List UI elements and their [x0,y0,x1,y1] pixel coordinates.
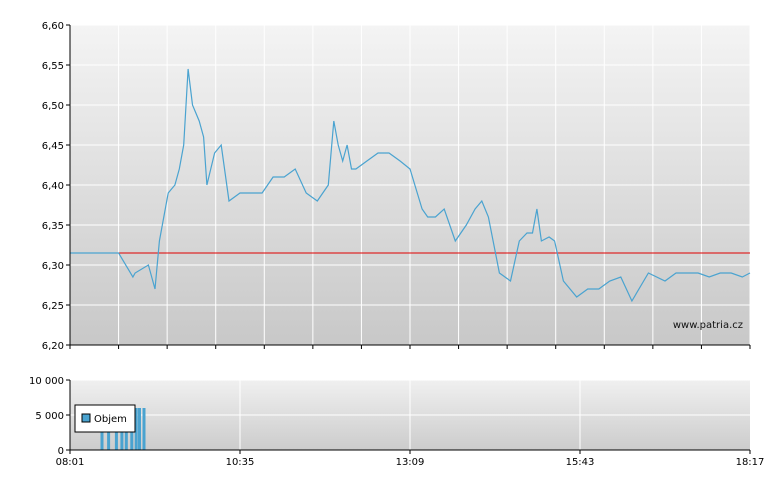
volume-x-axis: 08:01 10:35 13:09 15:43 18:17 [56,450,765,468]
price-panel: 6,60 6,55 6,50 6,45 6,40 6,35 6,30 6,25 6,20 www… [42,21,751,352]
volume-bar [134,408,138,450]
price-y-tick-label: 6,25 [42,301,64,312]
price-series-line [70,68,751,303]
volume-bar [138,408,141,450]
volume-x-tick-label: 08:01 [56,457,85,468]
volume-x-tick-label: 10:35 [226,457,255,468]
volume-x-tick-label: 13:09 [396,457,425,468]
price-y-tick-label: 6,20 [42,341,64,352]
volume-x-tick-label: 15:43 [566,457,595,468]
volume-bar [142,408,146,450]
price-y-tick-label: 6,60 [42,21,64,32]
legend-swatch [81,413,91,423]
price-y-tick-label: 6,40 [42,181,64,192]
price-y-tick-label: 6,45 [42,141,64,152]
volume-y-axis: 10 000 5 000 0 [29,376,70,457]
volume-y-tick-label: 0 [58,446,64,457]
price-y-tick-label: 6,35 [42,221,64,232]
volume-x-tick-label: 18:17 [736,457,765,468]
price-y-tick-label: 6,55 [42,61,64,72]
price-x-ticks [69,345,751,349]
legend: Objem [74,404,136,433]
volume-panel: 10 000 5 000 0 08:01 10:35 13:09 15:43 18:17 O… [29,376,764,468]
price-y-tick-label: 6,30 [42,261,64,272]
volume-y-tick-label: 10 000 [29,376,64,387]
legend-label: Objem [94,414,127,425]
watermark: www.patria.cz [673,320,743,331]
price-y-axis: 6,60 6,55 6,50 6,45 6,40 6,35 6,30 6,25 6,20 [42,21,70,352]
price-y-tick-label: 6,50 [42,101,64,112]
volume-y-tick-label: 5 000 [35,411,64,422]
